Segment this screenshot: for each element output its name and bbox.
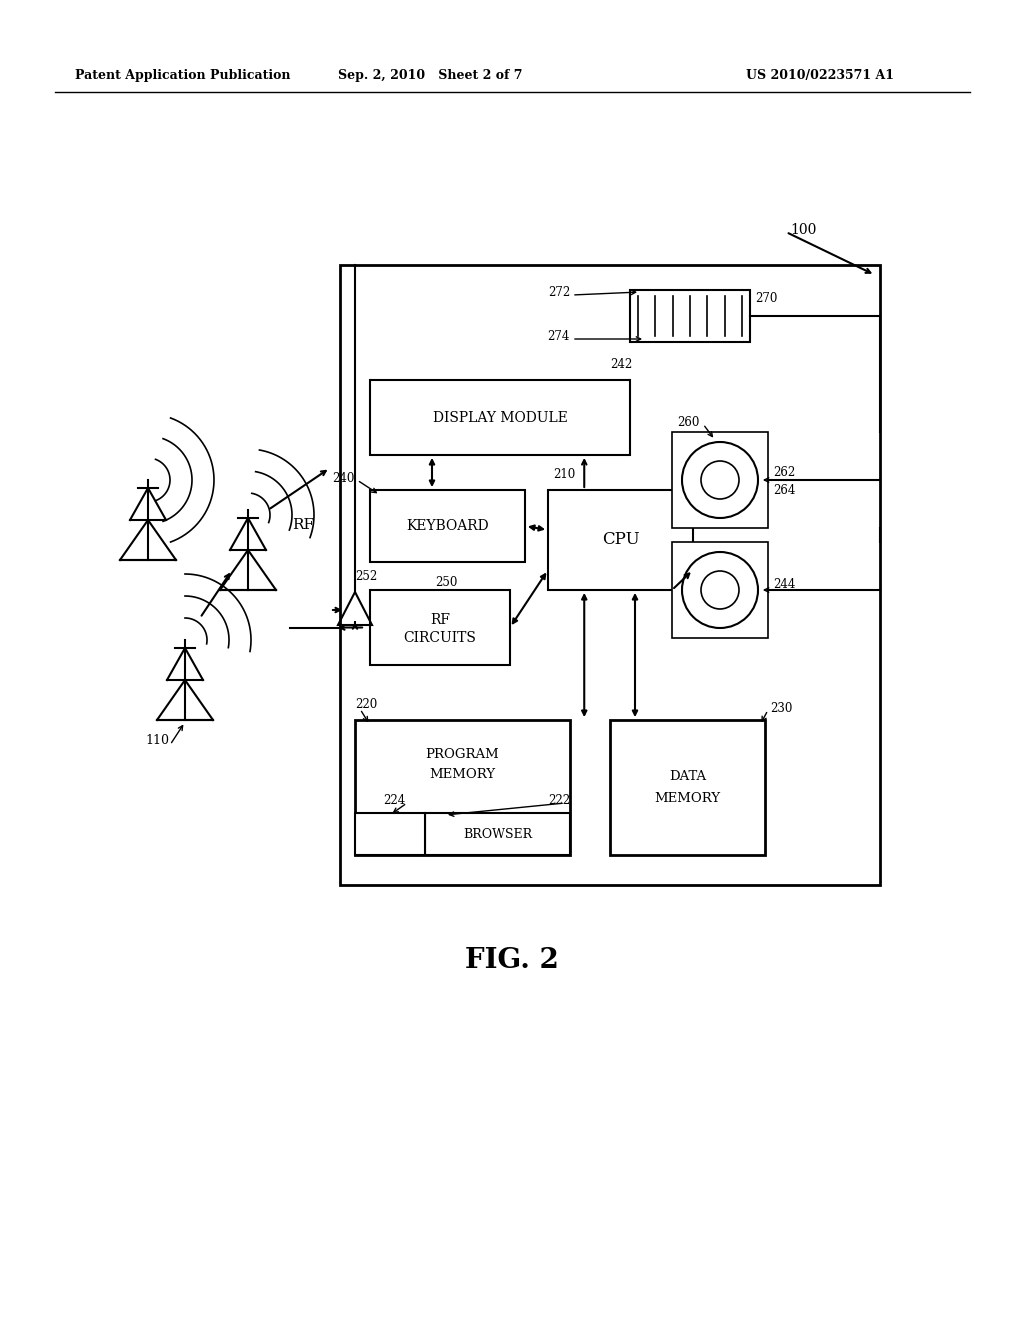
Text: RF: RF	[292, 517, 314, 532]
Text: 240: 240	[333, 471, 355, 484]
Text: MEMORY: MEMORY	[654, 792, 721, 805]
Bar	[355, 813, 425, 855]
Text: RF: RF	[430, 612, 450, 627]
Text: 224: 224	[383, 795, 406, 808]
Text: 242: 242	[610, 359, 632, 371]
Text: DISPLAY MODULE: DISPLAY MODULE	[432, 411, 567, 425]
Circle shape	[701, 572, 739, 609]
Text: 250: 250	[435, 577, 458, 590]
Bar	[370, 490, 525, 562]
Bar	[630, 290, 750, 342]
Bar	[672, 543, 768, 638]
Text: CPU: CPU	[602, 532, 639, 549]
Bar	[340, 265, 880, 884]
Circle shape	[682, 552, 758, 628]
Text: 260: 260	[678, 416, 700, 429]
Text: Patent Application Publication: Patent Application Publication	[75, 69, 291, 82]
Bar	[610, 719, 765, 855]
Text: 272: 272	[548, 285, 570, 298]
Text: 262: 262	[773, 466, 796, 479]
Text: 110: 110	[145, 734, 169, 747]
Text: US 2010/0223571 A1: US 2010/0223571 A1	[746, 69, 894, 82]
Circle shape	[701, 461, 739, 499]
Text: CIRCUITS: CIRCUITS	[403, 631, 476, 644]
Text: 210: 210	[553, 469, 575, 482]
Text: 220: 220	[355, 698, 377, 711]
Text: KEYBOARD: KEYBOARD	[407, 519, 488, 533]
Text: BROWSER: BROWSER	[463, 828, 532, 841]
Text: 270: 270	[755, 292, 777, 305]
Text: 244: 244	[773, 578, 796, 591]
Text: Sep. 2, 2010   Sheet 2 of 7: Sep. 2, 2010 Sheet 2 of 7	[338, 69, 522, 82]
Text: 264: 264	[773, 483, 796, 496]
Circle shape	[682, 442, 758, 517]
Text: PROGRAM: PROGRAM	[426, 748, 500, 762]
Text: DATA: DATA	[669, 770, 707, 783]
Bar	[370, 590, 510, 665]
Bar	[355, 719, 570, 855]
Text: 222: 222	[548, 795, 570, 808]
Bar	[425, 813, 570, 855]
Text: 230: 230	[770, 701, 793, 714]
Bar	[370, 380, 630, 455]
Text: FIG. 2: FIG. 2	[465, 946, 559, 974]
Bar	[548, 490, 693, 590]
Text: 100: 100	[790, 223, 816, 238]
Text: 274: 274	[548, 330, 570, 343]
Text: 252: 252	[355, 570, 377, 583]
Text: MEMORY: MEMORY	[429, 768, 496, 781]
Bar	[672, 432, 768, 528]
